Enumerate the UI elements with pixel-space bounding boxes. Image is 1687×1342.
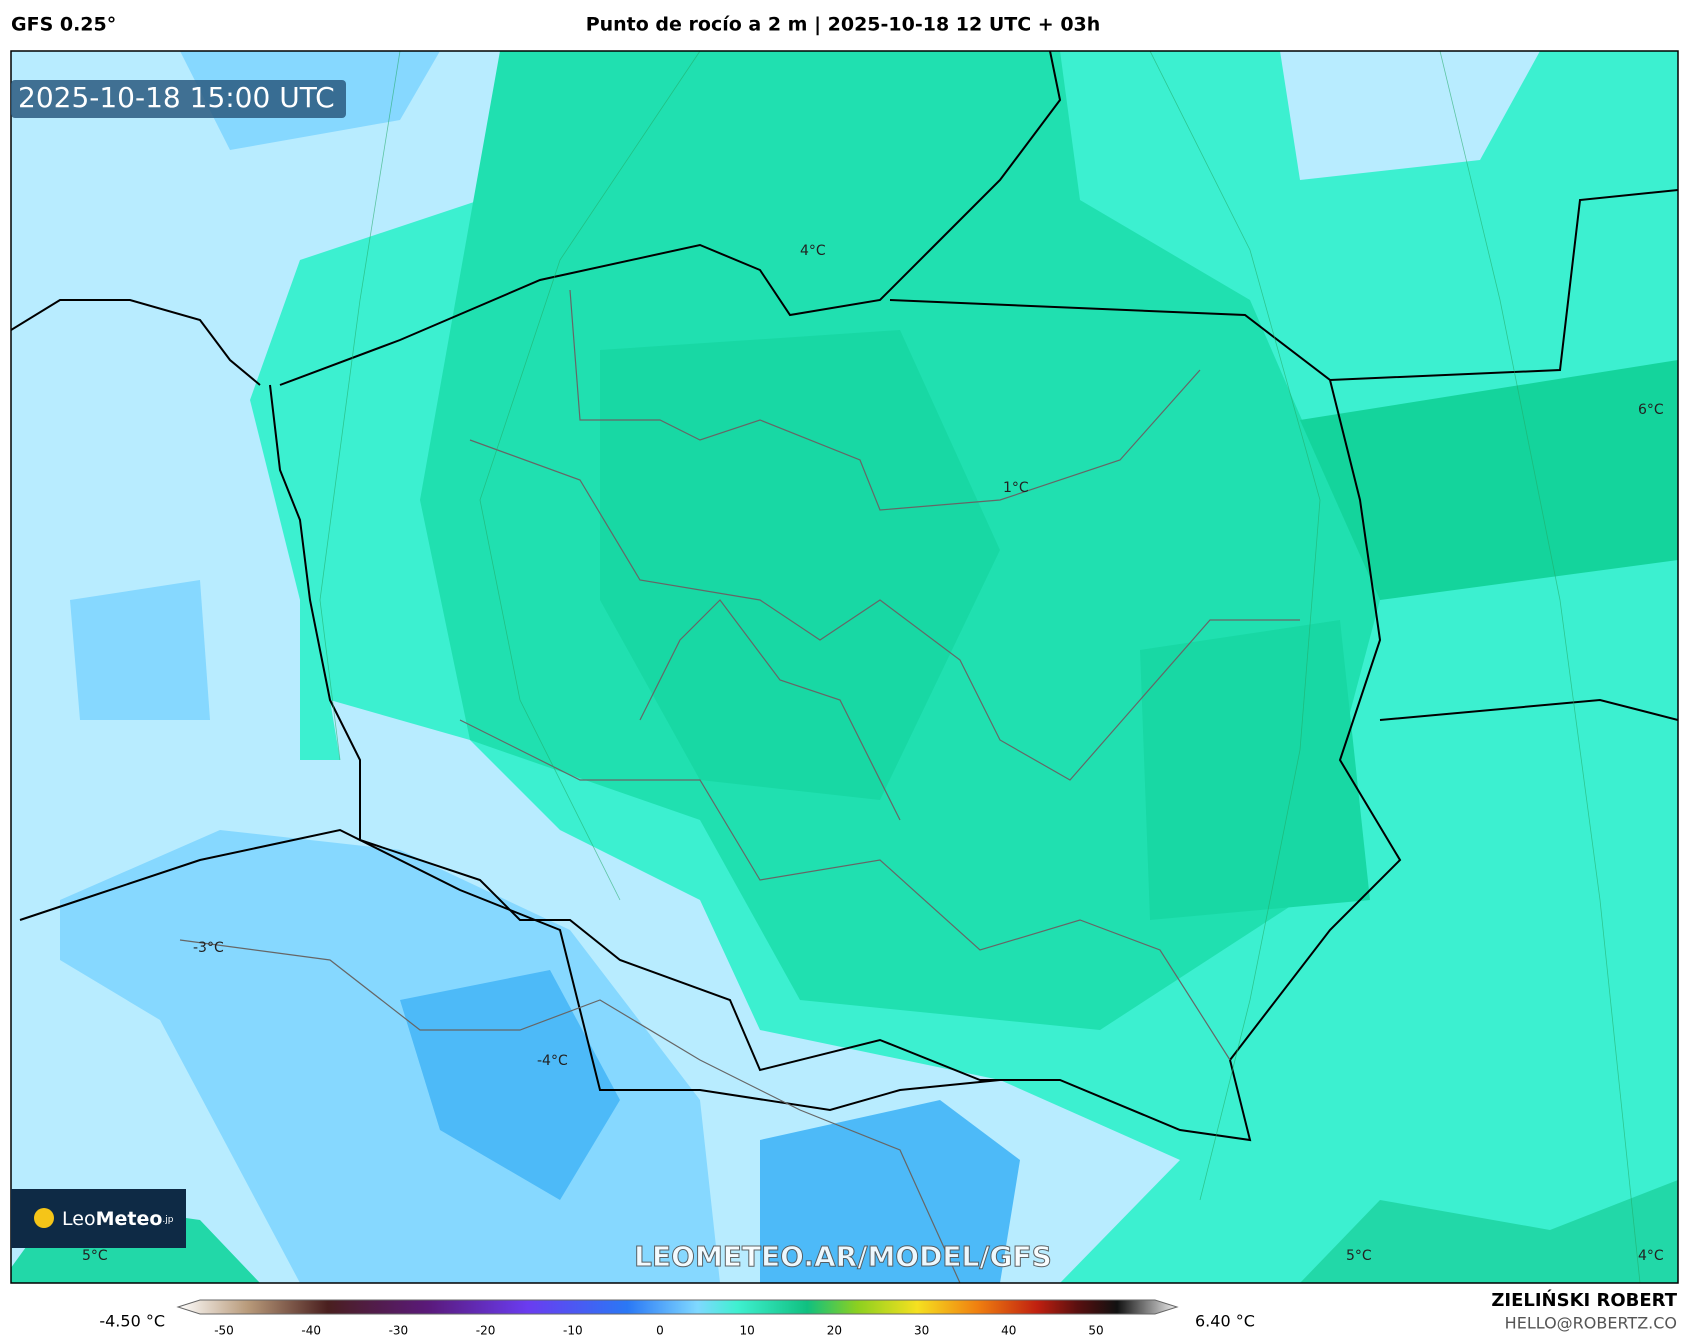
- logo-suffix: .jp: [162, 1215, 173, 1225]
- colorbar-max: 6.40 °C: [1195, 1312, 1255, 1331]
- colorbar-tick-label: 10: [740, 1324, 755, 1338]
- colorbar-tick-label: 20: [827, 1324, 842, 1338]
- colorbar-ticks: -50 -40 -30 -20 -10 0 10 20 30 40 50: [214, 1324, 1103, 1338]
- colorbar-tick-label: 50: [1088, 1324, 1103, 1338]
- contour-label: 6°C: [1638, 402, 1664, 418]
- logo-bold: Meteo: [96, 1208, 163, 1230]
- map-frame: [10, 50, 1679, 1284]
- contour-labels: 4°C 1°C 6°C -3°C -4°C 5°C 5°C 4°C: [82, 243, 1664, 1264]
- contour-label: 5°C: [1346, 1248, 1372, 1264]
- contour-label: 4°C: [800, 243, 826, 259]
- title: Punto de rocío a 2 m | 2025-10-18 12 UTC…: [586, 14, 1101, 36]
- contour-label: 5°C: [82, 1248, 108, 1264]
- contour-label: 4°C: [1638, 1248, 1664, 1264]
- timestamp: 2025-10-18 15:00 UTC: [18, 81, 335, 114]
- email: HELLO@ROBERTZ.CO: [1505, 1314, 1677, 1333]
- colorbar-tick-label: -50: [214, 1324, 234, 1338]
- watermark: LEOMETEO.AR/MODEL/GFS: [634, 1240, 1052, 1273]
- author: ZIELIŃSKI ROBERT: [1491, 1289, 1677, 1311]
- contour-label: -3°C: [193, 940, 224, 956]
- colorbar-tick-label: -20: [476, 1324, 496, 1338]
- map: [11, 51, 1678, 1283]
- logo-sun: [34, 1208, 54, 1228]
- logo: LeoMeteo.jp: [62, 1208, 174, 1230]
- colorbar-tick-label: -30: [389, 1324, 409, 1338]
- colorbar-min: -4.50 °C: [99, 1312, 165, 1331]
- timestamp-box: [11, 80, 346, 118]
- contour-label: 1°C: [1003, 480, 1029, 496]
- model-label: GFS 0.25°: [11, 14, 116, 36]
- colorbar-tick-label: -40: [301, 1324, 321, 1338]
- colorbar: [176, 1299, 1179, 1315]
- colorbar-tick-label: 40: [1001, 1324, 1016, 1338]
- contour-label: -4°C: [537, 1053, 568, 1069]
- colorbar-tick-label: 0: [656, 1324, 664, 1338]
- colorbar-tick-label: 30: [914, 1324, 929, 1338]
- colorbar-tick-label: -10: [563, 1324, 583, 1338]
- logo-name: Leo: [62, 1208, 96, 1230]
